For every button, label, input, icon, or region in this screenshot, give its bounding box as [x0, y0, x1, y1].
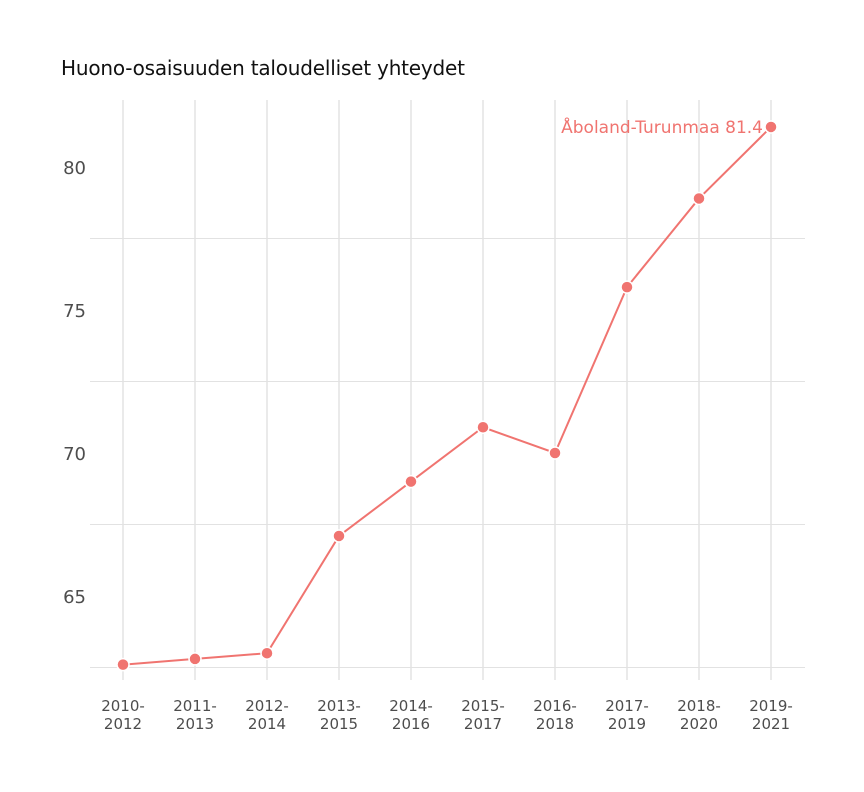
series-aboland-turunmaa	[116, 120, 778, 672]
x-tick-label: 2014	[248, 715, 286, 733]
x-tick-label: 2010-	[101, 697, 145, 715]
data-point[interactable]	[404, 474, 418, 489]
x-tick-label: 2018-	[677, 697, 721, 715]
y-tick-label: 70	[63, 444, 86, 465]
y-tick-label: 75	[63, 301, 86, 322]
data-point[interactable]	[476, 420, 490, 435]
end-label-group: Åboland-Turunmaa 81.4	[561, 116, 763, 138]
x-tick-label: 2021	[752, 715, 790, 733]
series-line	[122, 126, 772, 666]
y-tick-label: 65	[63, 587, 86, 608]
chart-title: Huono-osaisuuden taloudelliset yhteydet	[61, 56, 465, 80]
x-tick-label: 2015-	[461, 697, 505, 715]
x-tick-label: 2020	[680, 715, 718, 733]
x-tick-label: 2012-	[245, 697, 289, 715]
x-tick-label: 2016	[392, 715, 430, 733]
x-tick-label: 2019	[608, 715, 646, 733]
x-tick-label: 2019-	[749, 697, 793, 715]
x-tick-label: 2018	[536, 715, 574, 733]
data-point[interactable]	[188, 652, 202, 666]
x-tick-label: 2013-	[317, 697, 361, 715]
data-point[interactable]	[548, 446, 562, 460]
x-tick-label: 2016-	[533, 697, 577, 715]
data-point[interactable]	[764, 120, 778, 134]
x-tick-label: 2012	[104, 715, 142, 733]
data-point[interactable]	[620, 280, 634, 294]
y-tick-label: 80	[63, 158, 86, 179]
data-point[interactable]	[260, 646, 274, 660]
end-label: Åboland-Turunmaa 81.4	[561, 116, 763, 138]
x-axis-ticks: 2010-2012 2011-2013 2012-2014 2013-2015 2014…	[101, 697, 793, 733]
data-point[interactable]	[692, 191, 706, 206]
x-tick-label: 2017	[464, 715, 502, 733]
x-tick-label: 2017-	[605, 697, 649, 715]
x-tick-label: 2013	[176, 715, 214, 733]
data-point[interactable]	[332, 529, 346, 543]
y-axis-ticks: 65 70 75 80	[63, 158, 86, 608]
grid-lines	[90, 100, 805, 680]
x-tick-label: 2014-	[389, 697, 433, 715]
x-tick-label: 2015	[320, 715, 358, 733]
data-point[interactable]	[116, 657, 130, 672]
x-tick-label: 2011-	[173, 697, 217, 715]
